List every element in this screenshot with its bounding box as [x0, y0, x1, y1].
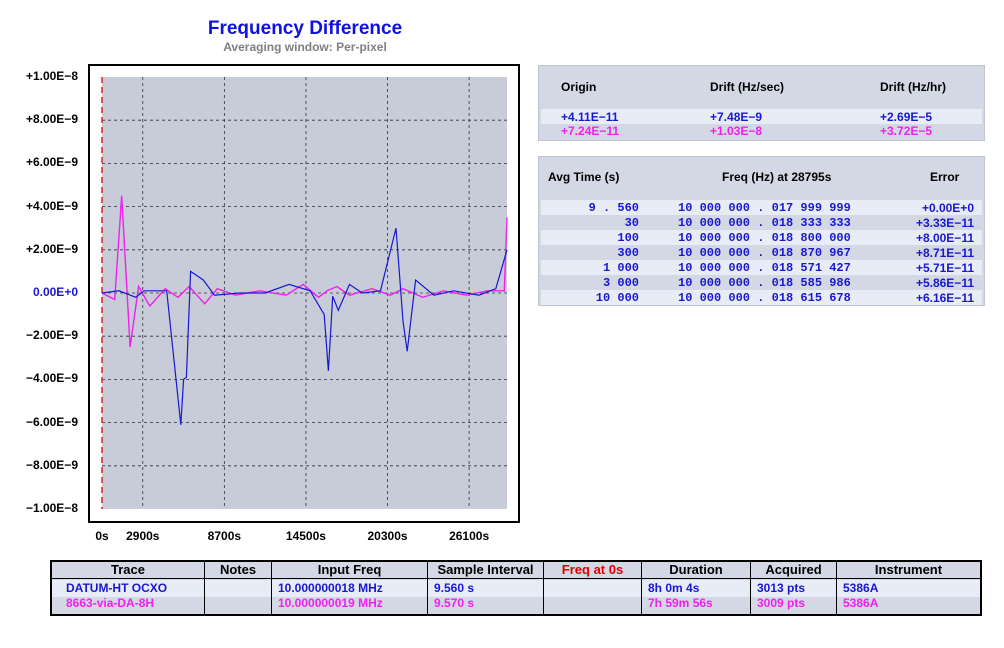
- drift-sec-2: +1.03E−8: [710, 124, 763, 138]
- traces-cell: DATUM-HT OCXO: [66, 581, 168, 595]
- traces-header: Sample Interval: [428, 562, 543, 579]
- y-tick-label: −1.00E−8: [25, 501, 78, 515]
- avg-header-freq: Freq (Hz) at 28795s: [722, 170, 832, 184]
- avg-time-value: 30: [624, 216, 639, 230]
- averaging-panel: Avg Time (s) Freq (Hz) at 28795s Error 9…: [538, 156, 985, 306]
- avg-time-value: 10 000: [595, 291, 639, 305]
- avg-time-value: 300: [617, 246, 639, 260]
- traces-header: Acquired: [751, 562, 836, 579]
- drift-origin-2: +7.24E−11: [561, 124, 620, 138]
- avg-freq-value: 10 000 000 . 018 615 678: [678, 291, 851, 305]
- traces-cell: 7h 59m 56s: [648, 596, 713, 610]
- traces-header: Freq at 0s: [544, 562, 641, 579]
- avg-freq-value: 10 000 000 . 018 870 967: [678, 246, 851, 260]
- y-tick-label: +4.00E−9: [25, 198, 78, 213]
- x-tick-label: 0s: [95, 529, 109, 543]
- traces-column-trace: Trace DATUM-HT OCXO 8663-via-DA-8H: [52, 562, 205, 614]
- y-tick-label: 0.00E+0: [32, 285, 78, 299]
- chart-subtitle: Averaging window: Per-pixel: [223, 40, 387, 54]
- traces-column-freq-at-0s: Freq at 0s: [544, 562, 642, 614]
- traces-column-sample-interval: Sample Interval 9.560 s 9.570 s: [428, 562, 544, 614]
- y-tick-label: −4.00E−9: [25, 371, 78, 386]
- avg-error-value: +3.33E−11: [915, 216, 974, 230]
- y-tick-label: −6.00E−9: [25, 414, 78, 429]
- avg-time-value: 1 000: [602, 261, 639, 275]
- traces-column-input-freq: Input Freq 10.000000018 MHz 10.000000019 M…: [272, 562, 428, 614]
- avg-time-value: 100: [617, 231, 639, 245]
- traces-cell: 8663-via-DA-8H: [66, 596, 155, 610]
- series-layer: [101, 195, 508, 425]
- x-tick-label: 2900s: [126, 529, 160, 543]
- avg-error-value: +8.00E−11: [915, 231, 974, 245]
- traces-cell: 9.570 s: [434, 596, 475, 610]
- traces-column-notes: Notes: [205, 562, 272, 614]
- y-tick-label: −2.00E−9: [25, 328, 78, 343]
- drift-origin-1: +4.11E−11: [561, 110, 619, 124]
- y-tick-label: +2.00E−9: [25, 241, 78, 256]
- y-tick-label: −8.00E−9: [25, 457, 78, 472]
- traces-header: Notes: [205, 562, 271, 579]
- avg-header-time: Avg Time (s): [548, 170, 620, 184]
- drift-sec-1: +7.48E−9: [710, 110, 763, 124]
- x-tick-label: 20300s: [367, 529, 408, 543]
- traces-header: Trace: [52, 562, 204, 579]
- avg-error-value: +6.16E−11: [915, 291, 974, 305]
- drift-header-hz-hr: Drift (Hz/hr): [880, 80, 946, 94]
- traces-header: Instrument: [837, 562, 980, 579]
- x-tick-label: 8700s: [207, 529, 242, 543]
- y-tick-label: +1.00E−8: [25, 69, 78, 83]
- y-tick-label: +6.00E−9: [25, 155, 78, 170]
- traces-column-acquired: Acquired 3013 pts 3009 pts: [751, 562, 837, 614]
- avg-error-value: +0.00E+0: [921, 201, 974, 215]
- traces-cell: 3013 pts: [757, 581, 806, 595]
- series-line-datum-ht-ocxo: [101, 228, 508, 425]
- avg-error-value: +5.71E−11: [915, 261, 974, 275]
- traces-cell: 5386A: [843, 596, 879, 610]
- traces-header: Duration: [642, 562, 750, 579]
- chart-title: Frequency Difference: [207, 18, 403, 39]
- drift-header-hz-sec: Drift (Hz/sec): [710, 80, 785, 94]
- traces-header: Input Freq: [272, 562, 427, 579]
- traces-cell: 8h 0m 4s: [648, 581, 700, 595]
- avg-freq-value: 10 000 000 . 018 585 986: [678, 276, 851, 290]
- avg-time-value: 3 000: [602, 276, 639, 290]
- drift-hr-1: +2.69E−5: [880, 110, 933, 124]
- traces-cell: 10.000000018 MHz: [278, 581, 383, 595]
- avg-error-value: +5.86E−11: [915, 276, 974, 290]
- avg-time-value: 9 . 560: [588, 201, 639, 215]
- grid-lines: [102, 77, 507, 509]
- traces-cell: 9.560 s: [434, 581, 475, 595]
- x-tick-label: 26100s: [449, 529, 490, 543]
- avg-error-value: +8.71E−11: [915, 246, 974, 260]
- avg-freq-value: 10 000 000 . 018 571 427: [678, 261, 851, 275]
- drift-header-origin: Origin: [561, 80, 597, 94]
- traces-column-instrument: Instrument 5386A 5386A: [837, 562, 980, 614]
- x-tick-label: 14500s: [285, 529, 326, 543]
- traces-column-duration: Duration 8h 0m 4s 7h 59m 56s: [642, 562, 751, 614]
- traces-cell: 5386A: [843, 581, 879, 595]
- traces-table: Trace DATUM-HT OCXO 8663-via-DA-8H Notes Inp…: [50, 560, 982, 616]
- traces-cell: 3009 pts: [757, 596, 806, 610]
- drift-hr-2: +3.72E−5: [880, 124, 933, 138]
- drift-panel: Origin Drift (Hz/sec) Drift (Hz/hr) +4.1…: [538, 65, 985, 141]
- avg-freq-value: 10 000 000 . 018 333 333: [678, 216, 851, 230]
- avg-header-error: Error: [930, 170, 960, 184]
- traces-cell: 10.000000019 MHz: [278, 596, 383, 610]
- y-tick-label: +8.00E−9: [25, 112, 78, 127]
- avg-freq-value: 10 000 000 . 017 999 999: [678, 201, 851, 215]
- avg-freq-value: 10 000 000 . 018 800 000: [678, 231, 851, 245]
